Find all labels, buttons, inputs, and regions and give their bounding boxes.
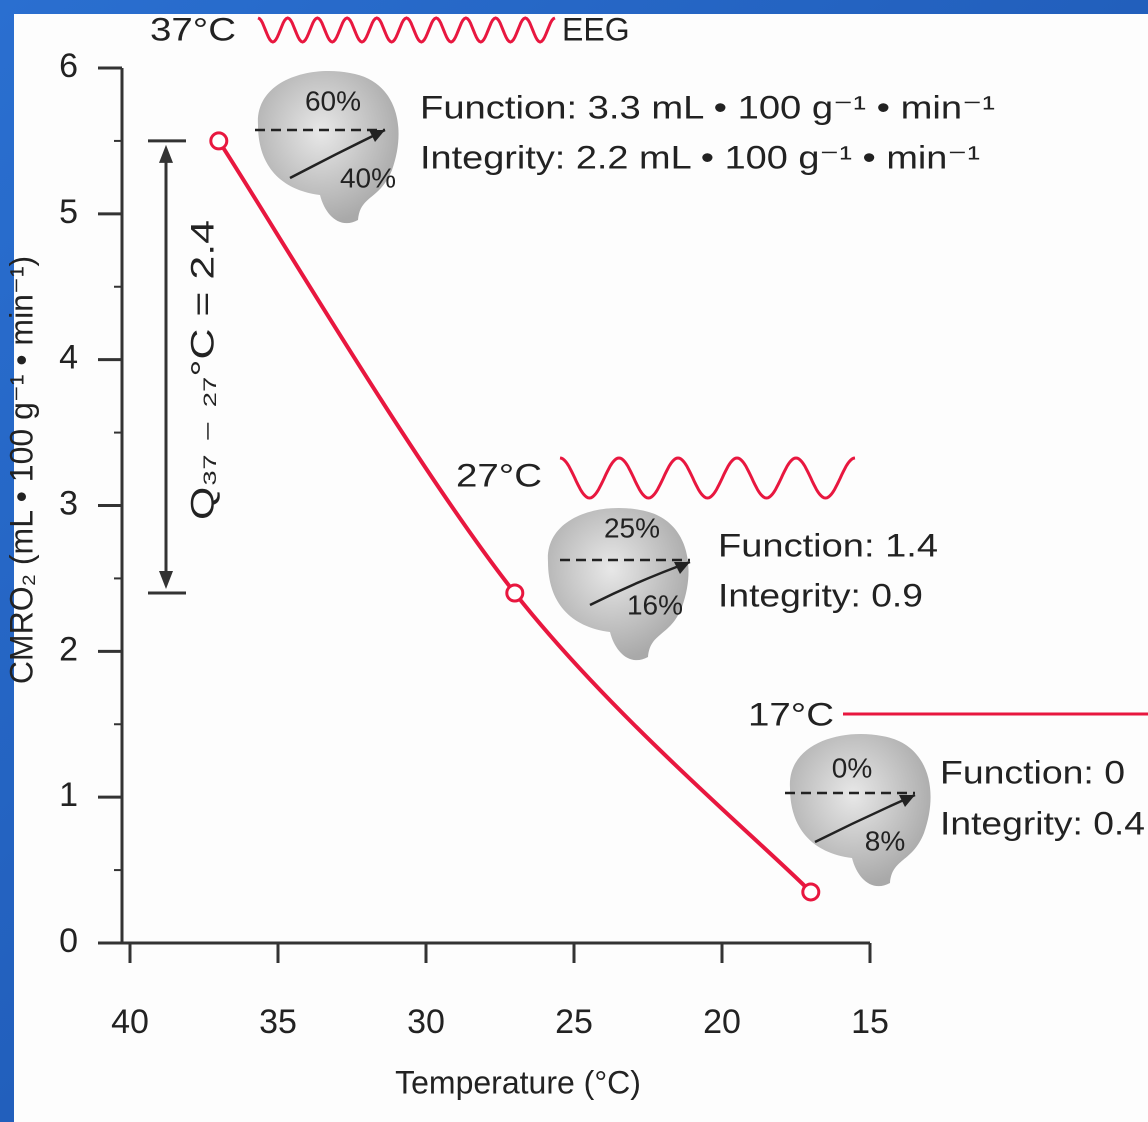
data-line <box>217 139 813 894</box>
brain-icon <box>547 507 689 661</box>
q-arrowhead <box>159 571 173 589</box>
x-tick-label: 35 <box>259 1003 297 1041</box>
eeg-wave <box>257 16 556 44</box>
x-tick-label: 30 <box>407 1003 445 1041</box>
state-temperature: 17°C <box>748 696 834 732</box>
trend-arrowhead <box>369 130 385 142</box>
y-tick-label: 4 <box>59 339 78 377</box>
upper-percent: 25% <box>604 512 660 543</box>
data-point <box>505 583 525 603</box>
trend-arrowhead <box>899 795 915 807</box>
upper-percent: 0% <box>832 752 872 783</box>
y-axis-label: CMRO₂ (mL • 100 g⁻¹ • min⁻¹) <box>3 256 39 684</box>
trend-arrowhead <box>674 562 690 574</box>
data-point <box>801 882 821 902</box>
y-tick-label: 0 <box>59 922 78 960</box>
q-label: Q₃₇ ₋ ₂₇°C = 2.4 <box>184 220 220 520</box>
lower-percent: 16% <box>627 589 683 620</box>
y-tick-label: 2 <box>59 630 78 668</box>
integrity-label: Integrity: 0.4 <box>940 805 1145 841</box>
y-tick-label: 5 <box>59 193 78 231</box>
q-arrowhead <box>159 144 173 163</box>
lower-percent: 8% <box>865 825 905 856</box>
upper-percent: 60% <box>305 85 361 116</box>
function-label: Function: 3.3 mL • 100 g⁻¹ • min⁻¹ <box>420 89 995 125</box>
brain-icon <box>789 733 931 887</box>
function-label: Function: 0 <box>940 754 1125 790</box>
integrity-label: Integrity: 0.9 <box>718 577 923 613</box>
x-tick-label: 20 <box>703 1003 741 1041</box>
x-tick-label: 40 <box>111 1003 149 1041</box>
x-tick-label: 15 <box>851 1003 889 1041</box>
lower-percent: 40% <box>340 162 396 193</box>
data-point <box>209 131 229 151</box>
y-tick-label: 3 <box>59 484 78 522</box>
brain-icon <box>257 70 399 224</box>
y-tick-label: 1 <box>59 776 78 814</box>
state-temperature: 37°C <box>150 11 236 47</box>
state-temperature: 27°C <box>456 457 542 493</box>
function-label: Function: 1.4 <box>718 527 938 563</box>
y-tick-label: 6 <box>59 47 78 85</box>
x-tick-label: 25 <box>555 1003 593 1041</box>
eeg-label: EEG <box>562 11 630 47</box>
eeg-wave <box>559 456 856 500</box>
integrity-label: Integrity: 2.2 mL • 100 g⁻¹ • min⁻¹ <box>420 139 980 175</box>
x-axis-label: Temperature (°C) <box>395 1064 641 1100</box>
